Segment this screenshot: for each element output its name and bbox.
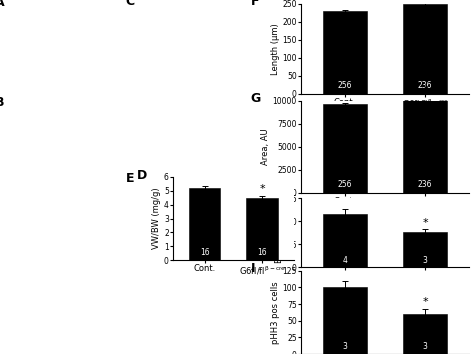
Text: C: C [126, 0, 135, 8]
Text: 16: 16 [257, 248, 267, 257]
Bar [246, 198, 278, 260]
Text: *: * [422, 0, 428, 1]
Bar [403, 232, 447, 267]
Text: *: * [422, 297, 428, 308]
Text: *: * [422, 85, 428, 95]
Text: 256: 256 [338, 81, 352, 90]
Y-axis label: Length (µm): Length (µm) [271, 23, 280, 75]
Text: *: * [422, 218, 428, 228]
Text: *: * [259, 184, 265, 194]
Text: B: B [0, 96, 4, 109]
Bar [189, 188, 220, 260]
Text: 3: 3 [423, 342, 428, 351]
Text: 3: 3 [343, 342, 347, 351]
Text: 236: 236 [418, 180, 432, 189]
Text: 16: 16 [200, 248, 210, 257]
Bar [403, 97, 447, 193]
Y-axis label: Area, AU: Area, AU [261, 129, 270, 165]
Bar [323, 11, 367, 94]
Text: I: I [250, 263, 255, 275]
Y-axis label: BrdU pos cells: BrdU pos cells [275, 203, 284, 263]
Text: H: H [250, 191, 261, 204]
Y-axis label: pHH3 pos cells: pHH3 pos cells [271, 281, 280, 344]
Text: 3: 3 [423, 256, 428, 264]
Bar [403, 4, 447, 94]
Text: 236: 236 [418, 81, 432, 90]
Text: D: D [137, 169, 147, 182]
Bar [323, 214, 367, 267]
Bar [403, 314, 447, 354]
Text: E: E [126, 172, 134, 185]
Text: 256: 256 [338, 180, 352, 189]
Text: G: G [250, 92, 261, 105]
Bar [323, 287, 367, 354]
Text: F: F [250, 0, 259, 7]
Bar [323, 104, 367, 193]
Text: 4: 4 [343, 256, 347, 264]
Y-axis label: VW/BW (mg/g): VW/BW (mg/g) [152, 188, 161, 250]
Text: A: A [0, 0, 4, 9]
